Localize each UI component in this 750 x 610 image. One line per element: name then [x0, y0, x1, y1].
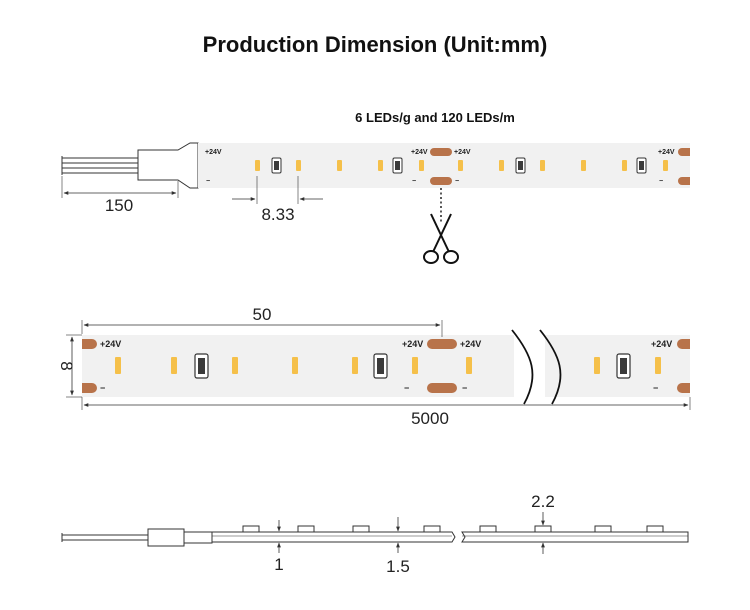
subtitle: 6 LEDs/g and 120 LEDs/m [355, 110, 515, 125]
led-profile [423, 525, 441, 533]
led-chip [255, 160, 260, 171]
led-profile [297, 525, 315, 533]
plus-label: +24V [460, 339, 481, 349]
section-side-view: 1 1.5 2.2 [61, 492, 689, 576]
led-chip [292, 357, 298, 374]
plus-label: +24V [658, 149, 675, 156]
solder-pad [678, 148, 690, 156]
plus-label: +24V [651, 339, 672, 349]
led-chip [171, 357, 177, 374]
minus-label: − [659, 178, 663, 185]
led-chip [337, 160, 342, 171]
resistor [392, 157, 403, 174]
led-chip [458, 160, 463, 171]
resistor [373, 353, 388, 379]
minus-label: − [653, 383, 658, 393]
minus-label: − [100, 383, 105, 393]
led-profile [242, 525, 260, 533]
resistor [271, 157, 282, 174]
lead-connector [183, 531, 213, 544]
led-chip [663, 160, 668, 171]
plus-label: +24V [454, 149, 471, 156]
total-thickness-value: 1.5 [386, 557, 410, 576]
led-chip [296, 160, 301, 171]
resistor [515, 157, 526, 174]
section-top-strip: 6 LEDs/g and 120 LEDs/m +24V − +24V − +2… [61, 110, 690, 264]
minus-label: − [404, 383, 409, 393]
group-length-value: 50 [253, 305, 272, 324]
minus-label: − [462, 383, 467, 393]
minus-label: − [206, 178, 210, 185]
pcb-thickness-value: 1 [274, 555, 283, 574]
led-chip [622, 160, 627, 171]
led-chip [466, 357, 472, 374]
scissors-icon [423, 213, 459, 264]
solder-pad [678, 177, 690, 185]
resistor [194, 353, 209, 379]
pcb-profile [211, 531, 456, 543]
resistor [616, 353, 631, 379]
pcb-profile [461, 531, 689, 543]
section-middle-strip: +24V − +24V − +24V − +24V − [57, 305, 691, 428]
plus-label: +24V [411, 149, 428, 156]
led-chip [419, 160, 424, 171]
led-profile [479, 525, 497, 533]
led-chip [594, 357, 600, 374]
led-profile [646, 525, 664, 533]
lead-connector [137, 142, 199, 189]
led-profile [352, 525, 370, 533]
led-profile [534, 525, 552, 533]
led-chip [352, 357, 358, 374]
led-chip [378, 160, 383, 171]
minus-label: − [455, 178, 459, 185]
strip-width-value: 8 [57, 361, 76, 370]
led-chip [232, 357, 238, 374]
solder-pad [677, 339, 690, 349]
led-pitch-value: 8.33 [261, 205, 294, 224]
solder-pad [427, 383, 457, 393]
solder-pad [82, 339, 97, 349]
plus-label: +24V [100, 339, 121, 349]
led-chip [499, 160, 504, 171]
break-mark-icon [511, 329, 562, 405]
solder-pad [430, 148, 452, 156]
minus-label: − [412, 178, 416, 185]
led-chip [655, 357, 661, 374]
led-chip [115, 357, 121, 374]
lead-wires [61, 156, 138, 175]
solder-pad [677, 383, 690, 393]
plus-label: +24V [205, 149, 222, 156]
plus-label: +24V [402, 339, 423, 349]
solder-pad [430, 177, 452, 185]
led-chip [412, 357, 418, 374]
page-title: Production Dimension (Unit:mm) [203, 32, 548, 57]
solder-pad [427, 339, 457, 349]
solder-pad [82, 383, 97, 393]
lead-connector [147, 528, 185, 547]
strip-length-value: 5000 [411, 409, 449, 428]
lead-length-value: 150 [105, 196, 133, 215]
led-profile [594, 525, 612, 533]
led-chip [540, 160, 545, 171]
resistor [636, 157, 647, 174]
led-chip [581, 160, 586, 171]
led-height-value: 2.2 [531, 492, 555, 511]
